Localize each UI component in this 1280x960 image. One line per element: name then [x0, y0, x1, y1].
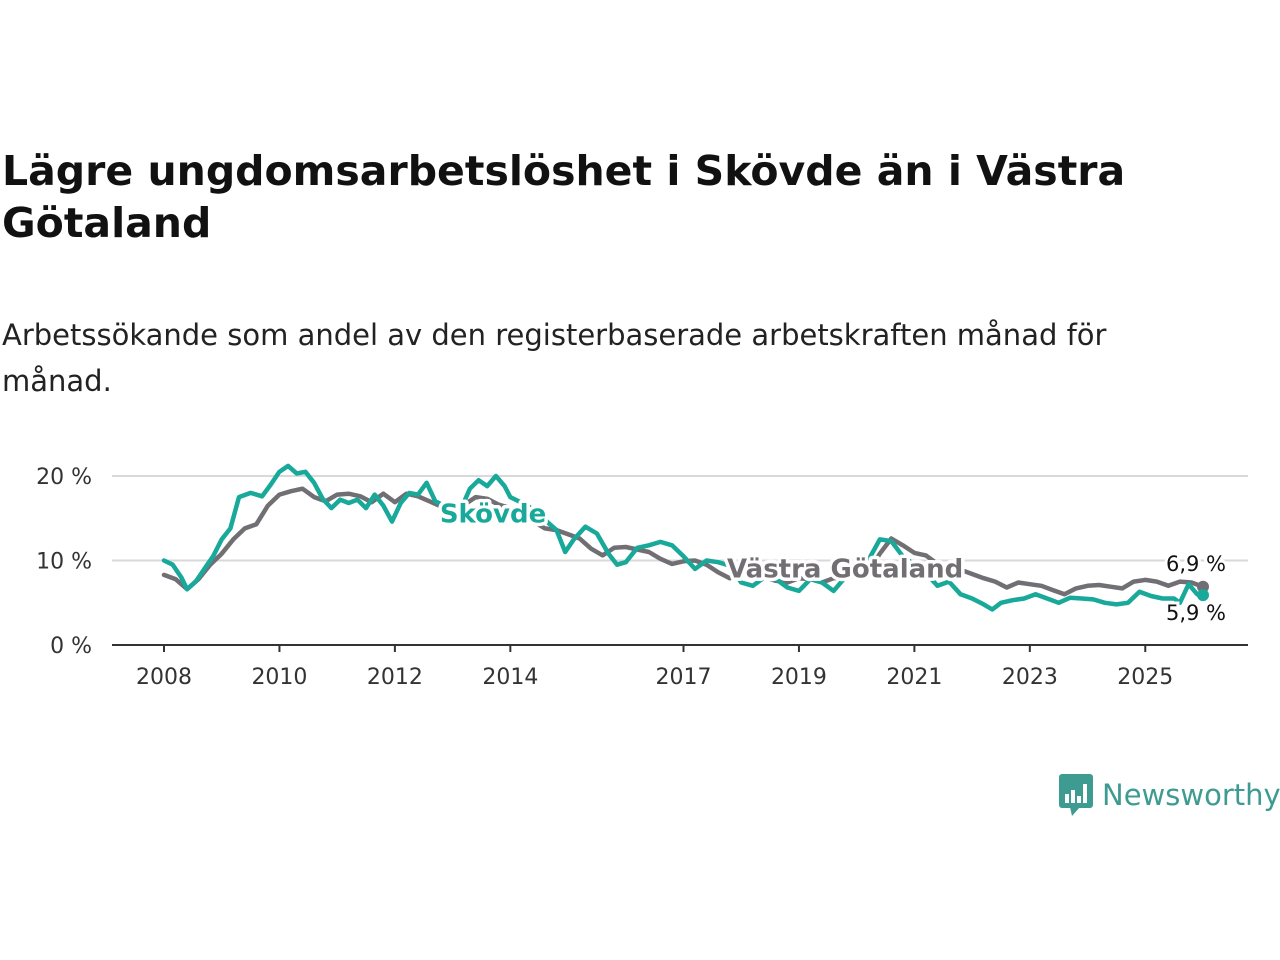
x-tick-label: 2014: [482, 665, 538, 690]
series-line-västra-götaland: [161, 486, 1206, 597]
page-subtitle: Arbetssökande som andel av den registerb…: [2, 318, 1107, 398]
y-tick-label: 0 %: [50, 634, 92, 659]
x-tick-label: 2023: [1002, 665, 1058, 690]
series-label: Skövde: [440, 499, 546, 529]
y-tick-label: 20 %: [36, 465, 92, 490]
x-axis: 2008 2010 2012 2014 2017 2019 2021 2023 2025: [112, 644, 1248, 690]
end-value-label: 5,9 %: [1166, 601, 1226, 625]
series-endpoint: [1197, 580, 1209, 593]
x-tick-label: 2012: [367, 665, 423, 690]
series-endpoint: [1197, 589, 1209, 602]
end-value-label: 6,9 %: [1166, 552, 1226, 576]
page-title: Lägre ungdomsarbetslöshet i Skövde än i …: [2, 147, 1126, 247]
y-axis-labels: 0 % 10 % 20 %: [36, 465, 92, 659]
line-chart: 0 % 10 % 20 % 2008 2010 2012 2014 2017 2019 2021…: [36, 463, 1248, 690]
brand-name: Newsworthy: [1102, 778, 1280, 812]
x-tick-label: 2021: [886, 665, 942, 690]
x-tick-label: 2017: [656, 665, 712, 690]
series-labels: Västra Götaland Skövde 6,9 % 5,9 %: [436, 496, 1229, 628]
y-tick-label: 10 %: [36, 550, 92, 575]
x-tick-label: 2019: [771, 665, 827, 690]
grid-lines: [112, 475, 1248, 562]
series-label: Västra Götaland: [727, 554, 963, 584]
series-line-skövde: [161, 463, 1206, 612]
x-tick-label: 2008: [136, 665, 192, 690]
x-tick-label: 2010: [251, 665, 307, 690]
x-tick-label: 2025: [1117, 665, 1173, 690]
newsworthy-logo-icon: [1059, 774, 1093, 816]
newsworthy-brand[interactable]: Newsworthy: [1058, 772, 1280, 818]
series-lines: [161, 463, 1209, 612]
